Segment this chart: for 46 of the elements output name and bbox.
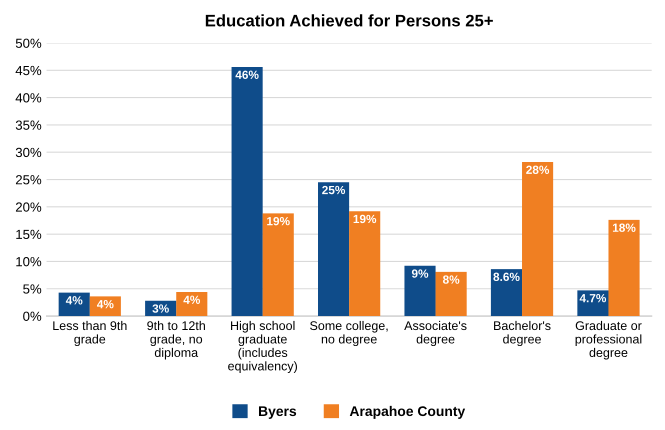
x-tick-label: Bachelor's degree (494, 320, 551, 346)
bar (490, 269, 522, 316)
chart-title: Education Achieved for Persons 25+ (206, 14, 493, 26)
x-tick-label: Some college, no degree (310, 320, 388, 346)
bar (608, 220, 640, 316)
y-tick-label: 15% (16, 230, 42, 240)
y-tick-label: 50% (16, 38, 42, 48)
x-tick-label: Associate's degree (404, 320, 467, 346)
data-label: 4% (96, 300, 114, 308)
bar (436, 272, 467, 316)
data-label: 28% (526, 166, 550, 174)
bar (404, 266, 436, 316)
bar (318, 182, 350, 316)
data-label: 4.7% (580, 294, 606, 302)
bar (176, 292, 208, 316)
data-label: 9% (412, 269, 428, 278)
data-label: 8% (442, 275, 460, 284)
bar (349, 211, 380, 316)
bar (522, 162, 554, 316)
data-label: 4% (183, 296, 200, 304)
y-tick-label: 30% (16, 148, 42, 158)
data-label: 25% (322, 186, 346, 194)
legend-label: Arapahoe County (350, 406, 466, 419)
data-label: 18% (612, 224, 636, 232)
data-label: 46% (235, 70, 259, 79)
data-label: 4% (66, 296, 82, 304)
y-tick-label: 35% (16, 120, 42, 130)
legend-label: Byers (258, 406, 296, 419)
y-tick-label: 25% (16, 175, 42, 184)
x-tick-label: High school graduate (includes equivalency) (228, 320, 297, 373)
bar (58, 292, 90, 316)
data-label: 3% (152, 304, 169, 313)
y-tick-label: 5% (23, 284, 42, 294)
x-tick-label: Less than 9th grade (53, 320, 126, 346)
data-label: 8.6% (493, 272, 520, 282)
data-label: 19% (267, 216, 290, 226)
y-tick-label: 0% (23, 312, 42, 321)
y-tick-label: 10% (16, 257, 42, 266)
data-label: 19% (354, 214, 376, 224)
y-tick-label: 20% (16, 202, 42, 212)
y-tick-label: 40% (16, 93, 42, 103)
bar (262, 213, 294, 316)
bar (232, 67, 263, 316)
x-tick-label: Graduate or professional degree (576, 320, 642, 360)
x-tick-label: 9th to 12th grade, no diploma (147, 320, 205, 360)
y-tick-label: 45% (16, 66, 42, 76)
